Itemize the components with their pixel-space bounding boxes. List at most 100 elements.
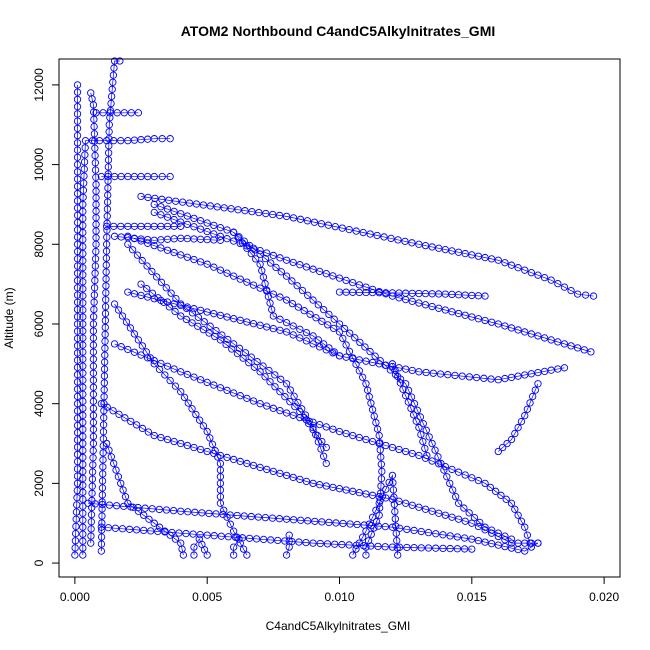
data-point bbox=[448, 513, 456, 521]
data-point bbox=[329, 324, 338, 333]
data-point bbox=[90, 130, 99, 138]
data-point bbox=[403, 525, 411, 534]
data-point bbox=[325, 344, 333, 352]
data-point bbox=[144, 193, 152, 202]
data-point bbox=[184, 508, 192, 516]
data-point bbox=[109, 71, 118, 79]
x-tick-label: 0.015 bbox=[457, 590, 487, 604]
data-point bbox=[304, 419, 313, 428]
data-point bbox=[79, 320, 87, 328]
data-point bbox=[521, 523, 529, 531]
data-point bbox=[486, 483, 494, 491]
data-point bbox=[362, 283, 370, 291]
data-point bbox=[265, 366, 273, 375]
data-point bbox=[101, 303, 110, 311]
series-line bbox=[154, 212, 591, 353]
series bbox=[102, 439, 188, 559]
data-point bbox=[372, 517, 381, 526]
data-point bbox=[529, 392, 537, 401]
data-point bbox=[349, 354, 357, 363]
data-point bbox=[375, 439, 383, 448]
data-point bbox=[446, 544, 454, 553]
data-point bbox=[517, 517, 526, 525]
data-point bbox=[316, 267, 324, 276]
data-point bbox=[417, 430, 425, 439]
data-point bbox=[216, 266, 225, 274]
data-point bbox=[468, 535, 476, 543]
data-point bbox=[345, 347, 354, 356]
data-point bbox=[89, 376, 98, 384]
data-point bbox=[415, 451, 423, 460]
data-point bbox=[381, 523, 390, 531]
data-point bbox=[81, 151, 89, 159]
data-point bbox=[104, 524, 113, 532]
data-point bbox=[465, 509, 473, 517]
data-point bbox=[234, 233, 242, 242]
series-line bbox=[286, 535, 290, 556]
data-point bbox=[448, 247, 456, 255]
data-point bbox=[521, 266, 529, 274]
data-point bbox=[399, 385, 407, 393]
data-point bbox=[269, 467, 277, 476]
data-point bbox=[580, 346, 588, 354]
data-point bbox=[73, 110, 82, 118]
data-point bbox=[175, 529, 183, 537]
data-point bbox=[73, 175, 82, 183]
data-point bbox=[416, 413, 425, 421]
data-point bbox=[363, 386, 372, 394]
series bbox=[92, 109, 143, 117]
data-point bbox=[494, 532, 502, 541]
data-point bbox=[158, 195, 166, 203]
data-point bbox=[359, 373, 367, 381]
data-point bbox=[73, 139, 82, 147]
data-point bbox=[124, 232, 132, 240]
data-point bbox=[335, 352, 344, 360]
data-point bbox=[192, 410, 200, 419]
data-point bbox=[223, 386, 231, 395]
data-point bbox=[105, 128, 113, 136]
data-point bbox=[302, 477, 311, 486]
data-point bbox=[103, 233, 111, 241]
data-point bbox=[276, 469, 284, 478]
data-point bbox=[110, 137, 118, 145]
data-point bbox=[403, 543, 411, 552]
data-point bbox=[277, 375, 285, 383]
data-point bbox=[121, 414, 129, 422]
data-point bbox=[441, 245, 449, 254]
data-point bbox=[521, 328, 529, 336]
data-point bbox=[88, 482, 96, 490]
data-point bbox=[368, 491, 377, 499]
data-point bbox=[567, 286, 575, 295]
data-point bbox=[79, 425, 87, 434]
data-point bbox=[79, 397, 87, 405]
data-point bbox=[428, 243, 436, 251]
data-point bbox=[188, 309, 197, 317]
data-point bbox=[362, 435, 370, 444]
data-point bbox=[331, 540, 339, 548]
data-point bbox=[309, 296, 317, 304]
data-point bbox=[388, 443, 397, 452]
data-point bbox=[73, 81, 82, 89]
data-point bbox=[194, 313, 203, 321]
data-point bbox=[362, 357, 370, 365]
data-point bbox=[223, 235, 231, 243]
data-point bbox=[79, 432, 87, 441]
data-point bbox=[137, 291, 145, 300]
data-point bbox=[90, 298, 98, 306]
data-point bbox=[461, 311, 469, 319]
data-point bbox=[172, 294, 180, 303]
data-point bbox=[73, 124, 82, 133]
data-point bbox=[377, 475, 386, 483]
data-point bbox=[100, 372, 109, 380]
data-point bbox=[368, 285, 377, 294]
data-point bbox=[206, 434, 214, 442]
data-point bbox=[395, 294, 403, 302]
data-point bbox=[89, 341, 98, 349]
data-point bbox=[138, 342, 147, 350]
data-point bbox=[309, 425, 317, 434]
data-point bbox=[124, 240, 132, 248]
data-point bbox=[448, 308, 456, 316]
data-point bbox=[79, 271, 87, 279]
data-point bbox=[282, 551, 291, 559]
data-point bbox=[101, 323, 109, 332]
